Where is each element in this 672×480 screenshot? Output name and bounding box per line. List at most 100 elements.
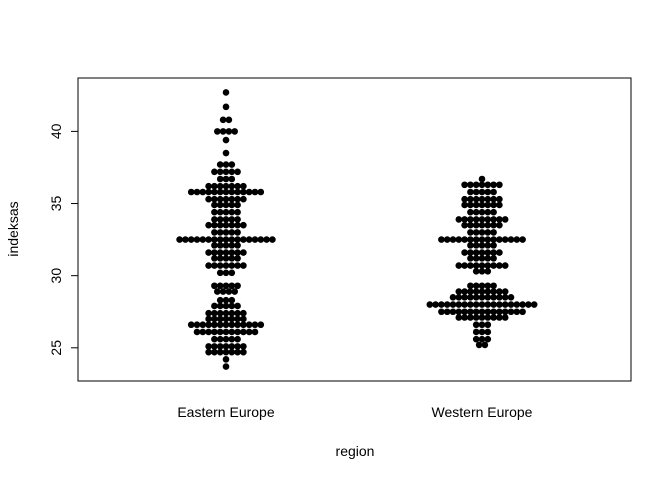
data-point [228, 168, 236, 176]
data-point [211, 216, 218, 223]
data-point [211, 208, 218, 216]
data-point [211, 195, 218, 203]
data-point [449, 301, 457, 308]
data-point [478, 188, 486, 196]
data-point [467, 195, 474, 203]
data-point [467, 216, 474, 223]
data-point [490, 262, 497, 269]
data-point [240, 236, 247, 243]
data-point [472, 216, 480, 223]
data-point [193, 188, 201, 196]
data-point [234, 229, 241, 236]
data-point [228, 262, 236, 269]
data-point [222, 216, 230, 223]
data-point [481, 341, 489, 349]
data-point [467, 262, 474, 269]
data-point [472, 249, 480, 256]
data-point [490, 229, 497, 236]
data-point [216, 249, 224, 256]
data-point [222, 188, 230, 196]
data-point [216, 229, 224, 236]
data-point [507, 294, 515, 301]
data-point [245, 188, 253, 196]
data-point [501, 216, 509, 223]
data-point [205, 309, 212, 317]
data-point [228, 282, 236, 290]
data-point [234, 208, 241, 216]
data-point [211, 188, 218, 196]
points-layer [176, 89, 538, 370]
data-point [455, 216, 463, 223]
data-point [467, 188, 474, 196]
data-point [216, 195, 224, 203]
data-point [496, 236, 503, 243]
data-point [478, 255, 486, 262]
data-point [472, 229, 480, 236]
data-point [199, 321, 207, 329]
data-point [467, 282, 474, 290]
data-point [205, 262, 212, 269]
data-point [222, 175, 230, 183]
data-point [228, 328, 236, 336]
data-point [222, 343, 230, 350]
data-point [472, 282, 480, 290]
data-point [234, 302, 241, 310]
data-point [228, 321, 236, 329]
data-point [478, 282, 486, 290]
data-point [478, 262, 486, 269]
data-point [257, 188, 265, 196]
data-point [484, 262, 492, 269]
data-point [263, 236, 270, 243]
data-point [490, 181, 497, 189]
data-point [234, 236, 241, 243]
data-point [228, 229, 236, 236]
data-point [490, 221, 497, 229]
data-point [496, 288, 503, 295]
data-point [228, 161, 236, 168]
data-point [496, 221, 503, 229]
x-tick-label: Western Europe [432, 404, 533, 420]
data-point [484, 301, 492, 308]
data-point [211, 343, 218, 350]
data-point [228, 249, 236, 256]
data-point [484, 288, 492, 295]
data-point [472, 188, 480, 196]
data-point [234, 168, 241, 176]
data-point [490, 249, 497, 256]
data-point [478, 216, 486, 223]
data-point [490, 242, 497, 249]
data-point [490, 216, 497, 223]
data-point [472, 328, 480, 336]
data-point [222, 242, 230, 249]
data-point [205, 315, 212, 323]
y-tick-label: 40 [48, 123, 64, 139]
data-point [228, 309, 236, 317]
data-point [222, 262, 230, 269]
data-point [240, 315, 247, 323]
data-point [234, 221, 241, 229]
data-point [496, 314, 503, 321]
data-point [216, 343, 224, 350]
data-point [490, 294, 497, 301]
y-tick-label: 25 [48, 340, 64, 356]
data-point [240, 348, 247, 356]
data-point [234, 343, 241, 350]
data-point [484, 229, 492, 236]
data-point [478, 242, 486, 249]
data-point [222, 302, 230, 310]
data-point [467, 181, 474, 189]
data-point [519, 236, 526, 243]
data-point [240, 182, 247, 190]
data-point [187, 321, 195, 329]
data-point [219, 288, 227, 295]
data-point [455, 294, 463, 301]
data-point [496, 249, 503, 256]
data-point [211, 221, 218, 229]
data-point [461, 221, 468, 229]
data-point [234, 195, 241, 203]
data-point [228, 242, 236, 249]
data-point [478, 175, 486, 183]
data-point [240, 343, 247, 350]
data-point [478, 335, 486, 343]
